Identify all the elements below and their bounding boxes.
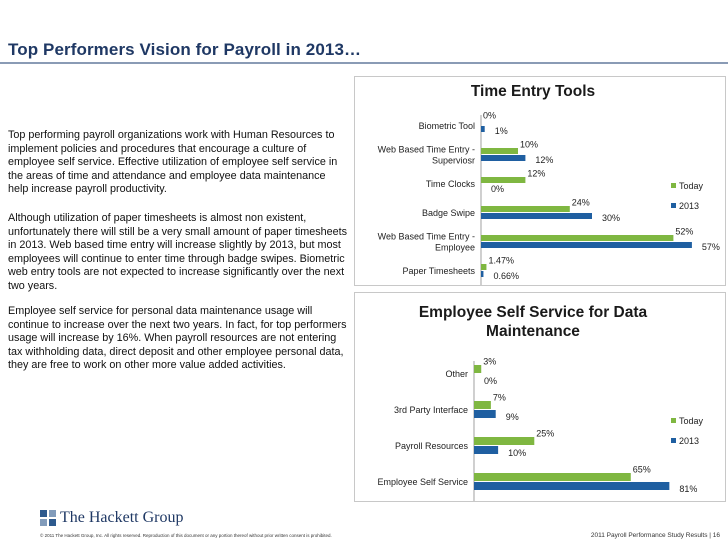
- data-label-2013: 30%: [602, 213, 620, 223]
- category-label: Payroll Resources: [395, 441, 469, 451]
- data-label-2013: 81%: [679, 484, 697, 494]
- chart-title: Employee Self Service for Data: [419, 304, 648, 321]
- bar-today-5: [481, 264, 487, 270]
- logo-mark-icon: [40, 510, 56, 526]
- bar-2013-2: [474, 446, 499, 454]
- bar-today-1: [474, 401, 491, 409]
- legend-swatch-today: [671, 183, 676, 188]
- legend-swatch-today: [671, 418, 676, 423]
- category-label: Web Based Time Entry -: [378, 145, 475, 155]
- bar-2013-5: [481, 271, 484, 277]
- category-label: Web Based Time Entry -: [378, 232, 475, 242]
- category-label: Other: [445, 369, 468, 379]
- data-label-2013: 10%: [508, 448, 526, 458]
- data-label-2013: 12%: [535, 155, 553, 165]
- category-label: Superviosr: [432, 156, 475, 166]
- chart-title: Time Entry Tools: [471, 83, 595, 100]
- time-entry-chart-svg: Time Entry Tools Biometric Tool 0% 1% Web Ba…: [378, 83, 720, 285]
- bar-today-0: [474, 365, 482, 373]
- data-label-today: 0%: [483, 111, 496, 121]
- bar-today-2: [474, 437, 535, 445]
- ess-chart-svg: Employee Self Service for Data Maintenanc…: [377, 304, 704, 501]
- chart-title: Maintenance: [486, 323, 580, 340]
- legend-label-today: Today: [679, 181, 704, 191]
- time-entry-chart: Time Entry Tools Biometric Tool 0% 1% Web Ba…: [354, 76, 726, 286]
- data-label-today: 7%: [493, 393, 506, 403]
- bar-today-4: [481, 235, 674, 241]
- paragraph-3: Employee self service for personal data …: [8, 305, 347, 372]
- bar-today-3: [481, 206, 570, 212]
- ess-data-maintenance-chart: Employee Self Service for Data Maintenanc…: [354, 292, 726, 502]
- data-label-2013: 0.66%: [493, 271, 519, 281]
- legend-swatch-2013: [671, 203, 676, 208]
- data-label-2013: 1%: [495, 126, 508, 136]
- data-label-2013: 9%: [506, 412, 519, 422]
- bar-2013-3: [474, 482, 670, 490]
- category-label: Badge Swipe: [422, 208, 475, 218]
- title-divider: [0, 62, 728, 64]
- data-label-today: 1.47%: [488, 256, 514, 266]
- legend-label-today: Today: [679, 416, 704, 426]
- bar-2013-1: [481, 155, 526, 161]
- bar-2013-3: [481, 213, 592, 219]
- data-label-today: 52%: [675, 227, 693, 237]
- data-label-today: 24%: [572, 198, 590, 208]
- data-label-today: 10%: [520, 140, 538, 150]
- bar-today-2: [481, 177, 526, 183]
- page-title: Top Performers Vision for Payroll in 201…: [8, 40, 362, 59]
- bar-today-3: [474, 473, 631, 481]
- category-label: Employee Self Service: [377, 477, 468, 487]
- data-label-2013: 0%: [491, 184, 504, 194]
- copyright-notice: © 2011 The Hackett Group, Inc. All right…: [40, 533, 332, 538]
- legend-swatch-2013: [671, 438, 676, 443]
- paragraph-1: Top performing payroll organizations wor…: [8, 129, 338, 196]
- bar-2013-4: [481, 242, 692, 248]
- paragraph-2: Although utilization of paper timesheets…: [8, 212, 348, 292]
- logo-text: The Hackett Group: [60, 509, 184, 526]
- page-info: 2011 Payroll Performance Study Results |…: [590, 532, 720, 539]
- bar-2013-1: [474, 410, 496, 418]
- data-label-2013: 57%: [702, 242, 720, 252]
- category-label: Biometric Tool: [419, 121, 475, 131]
- category-label: Employee: [435, 243, 475, 253]
- data-label-2013: 0%: [484, 376, 497, 386]
- data-label-today: 65%: [633, 465, 651, 475]
- data-label-today: 25%: [536, 429, 554, 439]
- category-label: Paper Timesheets: [402, 266, 475, 276]
- bar-2013-0: [481, 126, 485, 132]
- data-label-today: 3%: [483, 357, 496, 367]
- data-label-today: 12%: [527, 169, 545, 179]
- category-label: 3rd Party Interface: [394, 405, 468, 415]
- legend-label-2013: 2013: [679, 436, 699, 446]
- legend-label-2013: 2013: [679, 201, 699, 211]
- hackett-logo: The Hackett Group: [40, 508, 184, 528]
- bar-today-1: [481, 148, 518, 154]
- category-label: Time Clocks: [426, 179, 476, 189]
